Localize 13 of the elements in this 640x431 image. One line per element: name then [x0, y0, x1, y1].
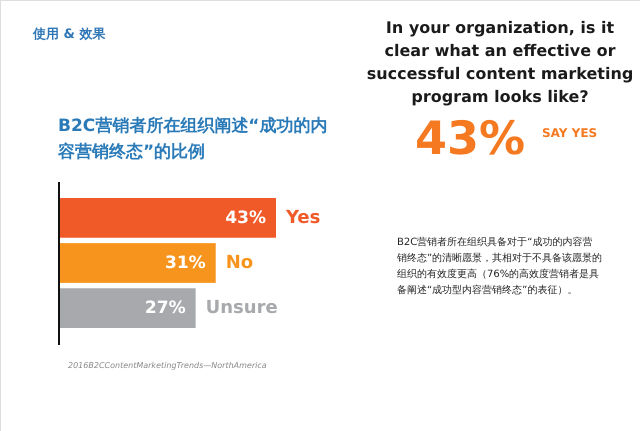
text: 43% [414, 111, 526, 165]
chart-subtitle: 使用 & 效果 [32, 27, 106, 42]
data-label: 43% [225, 208, 266, 228]
y-tick-label: No [226, 252, 254, 273]
text: SAY YES [542, 126, 598, 140]
data-label: 31% [165, 253, 206, 273]
y-tick-label: Yes [285, 206, 320, 228]
text: B2C营销者所在组织具备对于“成功的内容营销终态”的清晰愿景，其相对于不具备该愿景的组织的有效度更高（76%的高效度营销者是具备阐述“成功型内容营销终态”的表征）。 [396, 236, 602, 296]
data-label: 27% [144, 298, 186, 318]
text: 2016B2CContentMarketingTrends—NorthAmerica [68, 361, 267, 370]
chart-title: B2C营销者所在组织阐述“成功的内容营销终态”的比例 [57, 116, 328, 162]
y-tick-label: Unsure [206, 297, 278, 318]
text: In your organization, is it clear what an effective or successful content marketing program looks like? [366, 18, 634, 106]
